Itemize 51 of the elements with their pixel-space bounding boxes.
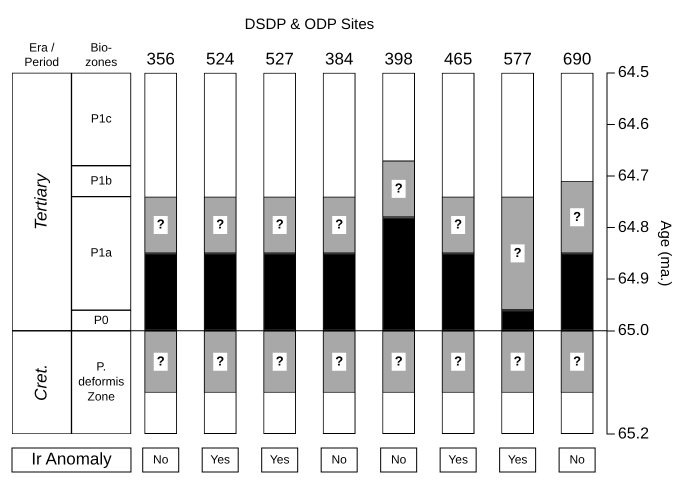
x-tick-label: 577 <box>503 49 532 68</box>
y-tick-label: 64.6 <box>618 116 650 133</box>
data-label: ? <box>335 216 344 232</box>
text: No <box>153 452 169 466</box>
x-tick-label: Bio- zones <box>85 40 118 69</box>
data-label: ? <box>394 353 403 368</box>
x-tick-label: 398 <box>384 49 413 68</box>
x-axis-title: DSDP & ODP Sites <box>244 16 374 34</box>
data-label: P. deformis Zone <box>78 360 124 404</box>
x-tick-label: Era / Period <box>24 40 60 69</box>
data-label: ? <box>216 216 224 232</box>
y-axis-title: Age (ma.) <box>656 220 674 286</box>
data-label: ? <box>573 353 582 368</box>
x-tick-label: 465 <box>444 49 472 68</box>
data-label: ? <box>156 353 165 368</box>
x-tick-label: 356 <box>146 49 175 68</box>
x-tick-label: 527 <box>266 49 294 68</box>
text: Ir Anomaly <box>31 450 112 469</box>
data-label: ? <box>335 353 344 368</box>
data-label: ? <box>394 180 403 196</box>
y-tick-label: 65.0 <box>618 322 650 340</box>
data-label: P1b <box>90 173 112 188</box>
text: No <box>332 452 348 466</box>
y-tick-label: 64.7 <box>618 167 650 184</box>
y-tick-label: 64.9 <box>618 270 650 288</box>
data-label: P1a <box>90 246 112 260</box>
data-label: ? <box>276 216 284 232</box>
data-label: ? <box>514 353 522 368</box>
text: Yes <box>210 452 230 466</box>
data-label: ? <box>216 353 224 368</box>
data-label: Tertiary <box>31 172 50 230</box>
data-label: ? <box>454 353 462 368</box>
data-label: ? <box>573 208 582 224</box>
x-tick-label: 384 <box>324 49 354 68</box>
data-label: P1c <box>90 112 112 126</box>
data-label: ? <box>276 353 284 368</box>
x-tick-label: 690 <box>562 49 592 68</box>
y-tick-label: 64.5 <box>618 64 650 82</box>
data-label: ? <box>514 244 522 260</box>
y-tick-label: 64.8 <box>618 219 650 236</box>
text: Yes <box>270 452 290 466</box>
text: No <box>390 452 407 466</box>
data-label: P0 <box>94 312 109 327</box>
x-tick-label: 524 <box>206 49 234 68</box>
data-label: ? <box>156 216 165 232</box>
text: No <box>569 452 586 466</box>
data-label: Cret. <box>31 364 50 401</box>
y-tick-label: 65.2 <box>618 425 650 442</box>
data-label: ? <box>454 216 462 232</box>
text: Yes <box>508 452 528 466</box>
text: Yes <box>448 452 468 466</box>
